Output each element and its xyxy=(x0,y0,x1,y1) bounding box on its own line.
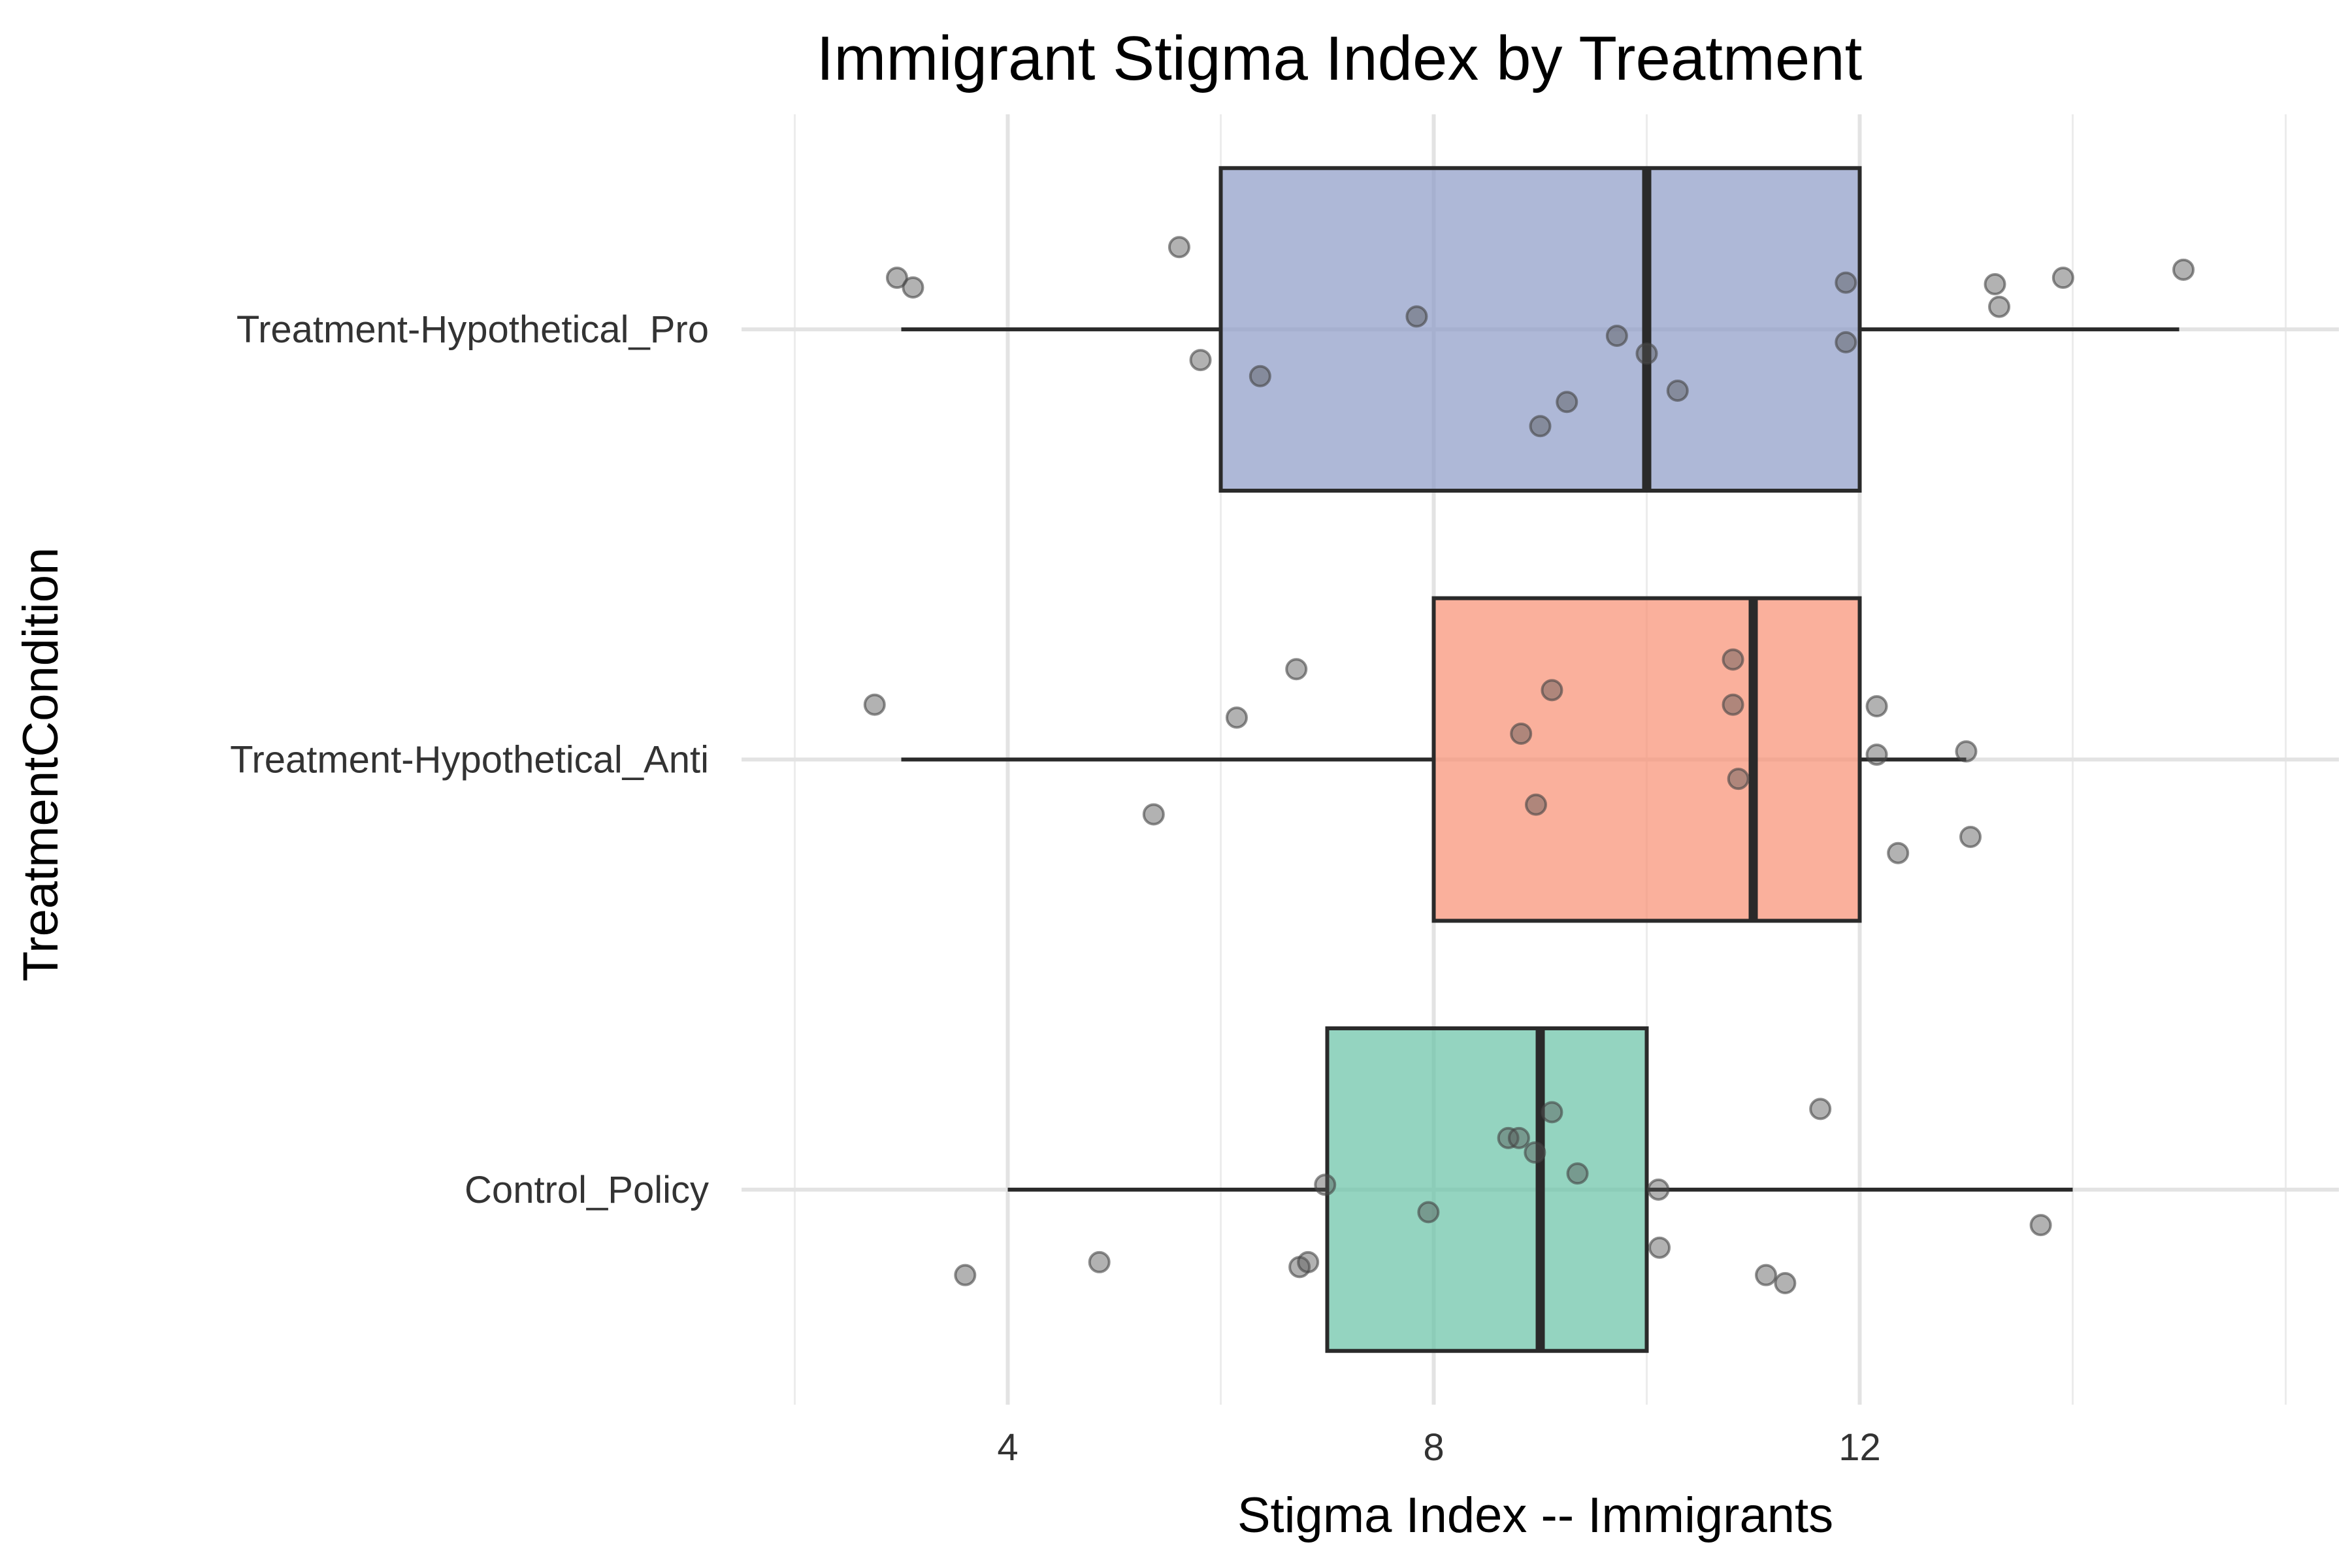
data-point xyxy=(1189,349,1212,372)
data-point xyxy=(1722,648,1744,671)
data-point xyxy=(1865,695,1888,718)
point-layer xyxy=(863,236,2195,1295)
data-point xyxy=(1524,793,1547,816)
box-iqr xyxy=(1218,166,1862,493)
data-point xyxy=(1417,1201,1440,1224)
box-iqr xyxy=(1325,1026,1649,1353)
data-point xyxy=(1887,841,1910,864)
data-point xyxy=(1285,658,1308,681)
x-axis-title: Stigma Index -- Immigrants xyxy=(1237,1488,1833,1543)
data-point xyxy=(1988,295,2011,318)
data-point xyxy=(1314,1173,1337,1196)
y-tick-label: Control_Policy xyxy=(465,1169,709,1211)
data-point xyxy=(1835,331,1857,353)
y-tick-label: Treatment-Hypothetical_Pro xyxy=(237,308,709,351)
data-point xyxy=(1865,743,1888,766)
x-tick-label: 4 xyxy=(997,1426,1018,1469)
data-point xyxy=(1635,342,1658,365)
data-point xyxy=(954,1264,977,1286)
data-point xyxy=(1774,1272,1797,1295)
x-tick-label: 12 xyxy=(1838,1426,1881,1469)
data-point xyxy=(1225,706,1248,729)
data-point xyxy=(1605,325,1628,348)
data-point xyxy=(1755,1264,1778,1286)
label-layer: 4 8 12 Treatment-Hypothetical_Pro Treatment-… xyxy=(230,308,1881,1469)
data-point xyxy=(1249,365,1271,387)
data-point xyxy=(1405,305,1428,328)
data-point xyxy=(885,267,908,289)
data-point xyxy=(1647,1178,1670,1201)
data-point xyxy=(1507,1126,1530,1149)
data-point xyxy=(1809,1098,1832,1120)
data-point xyxy=(1727,768,1750,791)
box-iqr xyxy=(1431,596,1862,923)
data-point xyxy=(1566,1162,1589,1185)
data-point xyxy=(1955,740,1978,763)
data-point xyxy=(1524,1141,1546,1164)
data-point xyxy=(1541,679,1563,702)
data-point xyxy=(1666,379,1689,402)
data-point xyxy=(1722,693,1744,716)
data-point xyxy=(1510,723,1533,745)
data-point xyxy=(902,276,924,299)
box-layer xyxy=(901,166,2180,1353)
data-point xyxy=(863,693,886,716)
data-point xyxy=(1541,1101,1563,1124)
data-point xyxy=(1088,1250,1111,1273)
data-point xyxy=(1168,236,1190,259)
data-point xyxy=(1984,273,2006,296)
data-point xyxy=(2051,267,2074,289)
chart-title: Immigrant Stigma Index by Treatment xyxy=(817,24,1863,93)
data-point xyxy=(1556,391,1578,414)
y-axis-title: TreatmentCondition xyxy=(13,547,69,982)
data-point xyxy=(2172,258,2195,281)
data-point xyxy=(1142,803,1165,826)
y-tick-label: Treatment-Hypothetical_Anti xyxy=(230,739,709,781)
x-tick-label: 8 xyxy=(1423,1426,1444,1469)
data-point xyxy=(1529,415,1552,438)
data-point xyxy=(1297,1250,1320,1273)
data-point xyxy=(2029,1214,2052,1237)
data-point xyxy=(1835,271,1857,294)
data-point xyxy=(1648,1236,1671,1259)
data-point xyxy=(1959,826,1982,848)
